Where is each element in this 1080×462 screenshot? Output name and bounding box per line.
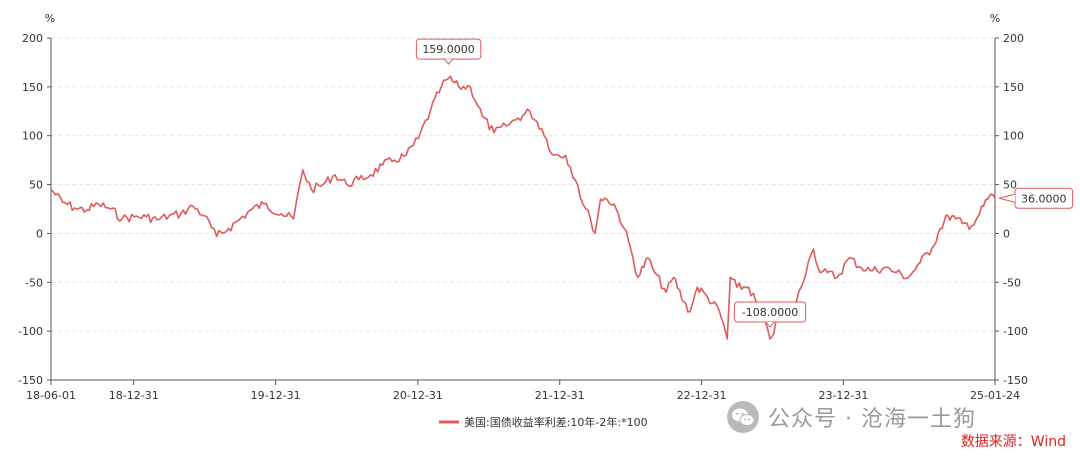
y-tick-label-left: 200 [22,32,43,45]
y-tick-label-left: 50 [29,179,43,192]
callout-pointer [444,58,453,65]
x-tick-label: 25-01-24 [970,389,1020,402]
x-tick-label: 18-06-01 [26,389,76,402]
x-tick-label: 19-12-31 [251,389,301,402]
wechat-icon [727,401,759,433]
y-tick-label-right: 100 [1003,130,1024,143]
y-tick-label-left: -50 [25,276,43,289]
x-tick-label: 20-12-31 [393,389,443,402]
y-tick-label-right: 0 [1003,227,1010,240]
axes: 200 200 150 150 100 100 50 50 0 0 -50 -50 -100 -100 -1… [18,12,1028,402]
y-tick-label-right: 50 [1003,179,1017,192]
y-tick-label-left: 150 [22,81,43,94]
unit-label-left: % [45,12,55,25]
x-tick-label: 22-12-31 [677,389,727,402]
source-note: 数据来源：Wind [960,434,1066,450]
x-tick-label: 23-12-31 [818,389,868,402]
callout: 159.0000 [415,38,482,65]
y-tick-label-left: -100 [18,325,43,338]
y-tick-label-right: -100 [1003,325,1028,338]
x-tick-label: 21-12-31 [535,389,585,402]
annotations: 159.0000 -108.0000 36.0000 [415,38,1074,328]
y-tick-label-left: 100 [22,130,43,143]
y-tick-label-left: -150 [18,374,43,387]
callout: -108.0000 [733,301,807,328]
series-line [50,75,996,340]
y-tick-label-right: 200 [1003,32,1024,45]
series-layer [50,75,996,340]
legend-label: 美国:国债收益率利差:10年-2年:*100 [464,415,648,429]
y-tick-label-right: -150 [1003,374,1028,387]
legend[interactable]: 美国:国债收益率利差:10年-2年:*100 [439,415,648,429]
callout: 36.0000 [998,187,1074,209]
y-tick-label-right: 150 [1003,81,1024,94]
callout-label: 159.0000 [422,43,475,56]
watermark-text: 公众号 · 沧海一土狗 [768,407,976,432]
grid-lines [51,37,995,381]
callout-pointer [765,321,775,328]
watermark: 公众号 · 沧海一土狗 [726,400,976,434]
callout-label: 36.0000 [1021,192,1067,205]
callout-label: -108.0000 [742,306,798,319]
x-tick-label: 18-12-31 [109,389,159,402]
y-tick-label-left: 0 [36,227,43,240]
unit-label-right: % [990,12,1000,25]
y-tick-label-right: -50 [1003,276,1021,289]
callout-pointer [998,193,1016,203]
